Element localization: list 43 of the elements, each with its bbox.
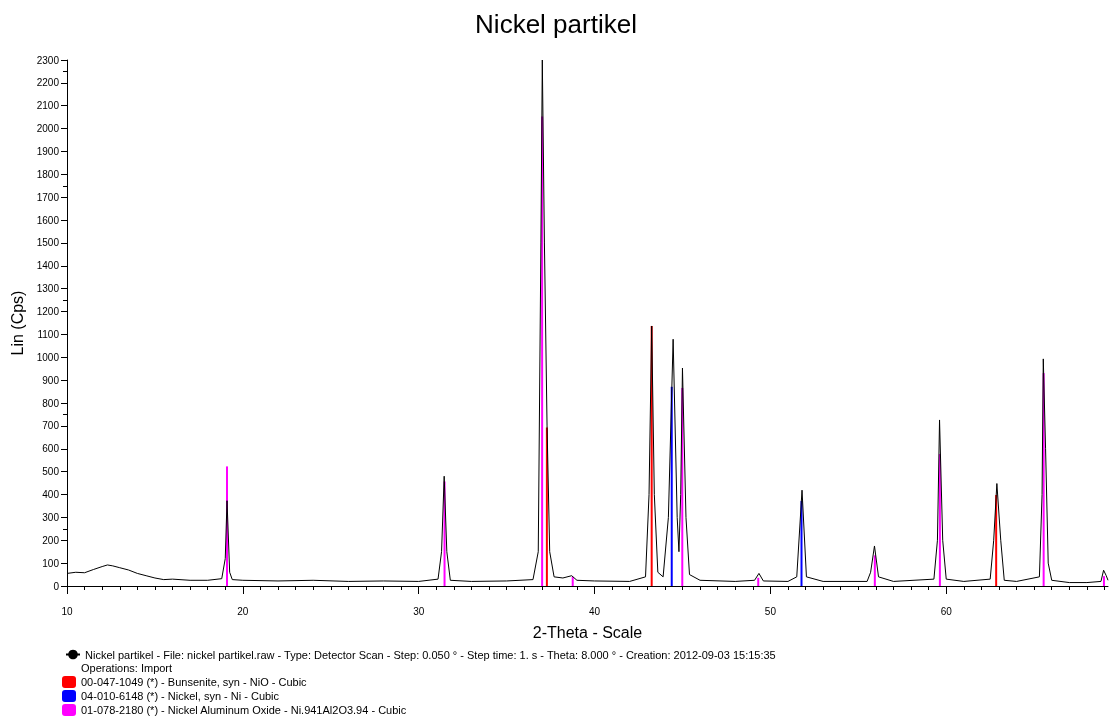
x-tick-label: 10 [61, 605, 73, 617]
y-tick-label: 2100 [36, 100, 60, 112]
y-tick-label: 1600 [36, 214, 60, 226]
chart-title: Nickel partikel [475, 9, 637, 39]
y-tick-label: 2300 [36, 54, 60, 66]
y-tick-label: 600 [42, 443, 60, 455]
text: Operations: Import [81, 661, 173, 674]
y-tick-label: 1100 [37, 328, 60, 340]
bar [757, 577, 760, 586]
x-tick-label: 60 [940, 605, 953, 617]
bar [571, 576, 574, 586]
y-tick-label: 800 [42, 397, 60, 409]
y-tick-label: 1900 [36, 145, 60, 157]
y-tick-label: 1400 [36, 260, 60, 272]
bar [670, 386, 673, 586]
bar [873, 555, 876, 586]
y-tick-label: 200 [42, 534, 60, 546]
y-tick-label: 1700 [36, 191, 60, 203]
y-tick-label: 400 [42, 489, 60, 501]
y-tick-label: 500 [42, 466, 60, 478]
y-tick-label: 0 [53, 580, 60, 592]
y-tick-label: 1200 [36, 306, 60, 318]
y-tick-label: 700 [42, 420, 60, 432]
y-tick-label: 900 [42, 374, 60, 386]
y-tick-label: 2000 [36, 123, 60, 135]
y-tick-label: 1300 [36, 283, 60, 295]
legend-label: 04-010-6148 (*) - Nickel, syn - Ni - Cubic [81, 690, 280, 702]
y-tick-label: 1500 [36, 237, 60, 249]
y-tick-label: 1800 [36, 168, 60, 180]
y-tick-label: 100 [42, 557, 60, 569]
y-axis-title: Lin (Cps) [8, 290, 26, 356]
legend-label: 00-047-1049 (*) - Bunsenite, syn - NiO - Cubic [81, 676, 308, 688]
x-tick-label: 20 [237, 605, 249, 617]
x-axis-title: 2-Theta - Scale [532, 623, 643, 641]
x-tick-label: 50 [764, 605, 777, 617]
y-tick-label: 2200 [36, 77, 60, 89]
legend-label: Nickel partikel - File: nickel partikel.raw - Type: Detector Scan - Step: 0.050 ° - Step time: 1. s - Theta: 8.000 ° - Creation: 2012-09-03 15:15:35 [85, 648, 776, 661]
x-tick-label: 30 [413, 605, 425, 617]
x-tick-label: 40 [588, 605, 601, 617]
y-tick-label: 300 [42, 511, 60, 523]
legend-label: 01-078-2180 (*) - Nickel Aluminum Oxide - Ni.941Al2O3.94 - Cubic [81, 704, 407, 716]
bar [1102, 576, 1105, 586]
y-tick-label: 1000 [36, 351, 60, 363]
